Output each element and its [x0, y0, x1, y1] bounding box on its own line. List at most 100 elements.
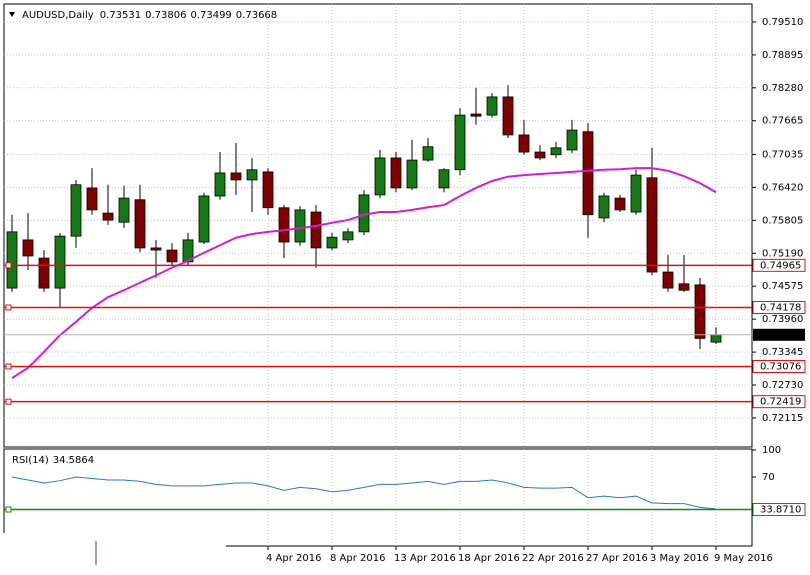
rsi-level-label: 33.8710	[760, 505, 801, 516]
candle-body	[390, 157, 402, 189]
candle-body	[646, 177, 658, 273]
low-value: 0.73499	[190, 10, 231, 21]
candle-body	[566, 129, 578, 151]
candle-body	[102, 212, 114, 221]
candle-body	[614, 197, 626, 211]
y-tick-label: 0.77035	[762, 149, 803, 160]
level-handle	[5, 262, 12, 269]
y-tick-label: 0.75190	[762, 248, 803, 259]
level-handle	[5, 304, 12, 311]
x-tick-label: 4 Apr 2016	[266, 553, 321, 564]
candle-body	[22, 239, 34, 257]
symbol: AUDUSD,Daily	[22, 10, 94, 21]
high-value: 0.73806	[145, 10, 186, 21]
candle-body	[326, 236, 338, 249]
candle-body	[598, 195, 610, 219]
candle-body	[246, 169, 258, 181]
candle-body	[198, 195, 210, 243]
candle-body	[454, 114, 466, 171]
y-tick-label: 0.73345	[762, 347, 803, 358]
main-panel-frame	[3, 3, 753, 448]
moving-average	[11, 167, 717, 379]
level-label-box	[752, 300, 806, 314]
candle-body	[294, 209, 306, 243]
candle-body	[550, 147, 562, 156]
x-tick-label: 8 Apr 2016	[330, 553, 385, 564]
level-label-box	[752, 258, 806, 272]
candle-body	[678, 283, 690, 291]
y-tick-label: 0.76420	[762, 182, 803, 193]
candle-body	[230, 172, 242, 181]
x-tick-label: 27 Apr 2016	[586, 553, 648, 564]
candle-body	[582, 131, 594, 216]
candle-body	[342, 231, 354, 241]
rsi-panel-frame	[3, 448, 753, 547]
candle-body	[662, 271, 674, 289]
level-handle	[5, 363, 12, 370]
candle-body	[118, 197, 130, 223]
candle-body	[406, 159, 418, 189]
rsi-tick-label: 100	[762, 445, 781, 456]
y-tick-label: 0.72730	[762, 380, 803, 391]
candle-body	[374, 157, 386, 196]
rsi-value: 34.5864	[53, 455, 94, 466]
level-label-box	[752, 395, 806, 409]
candle-body	[86, 187, 98, 211]
candle-body	[262, 171, 274, 209]
level-label: 0.72419	[760, 397, 801, 408]
level-label: 0.73076	[760, 361, 801, 372]
y-tick-label: 0.72115	[762, 413, 803, 424]
x-tick-label: 13 Apr 2016	[394, 553, 456, 564]
last-price-box	[753, 328, 805, 341]
x-tick-label: 18 Apr 2016	[458, 553, 520, 564]
candle-body	[214, 172, 226, 197]
candle-body	[438, 169, 450, 189]
x-tick-label: 22 Apr 2016	[522, 553, 584, 564]
candle-body	[70, 184, 82, 237]
candle-body	[310, 211, 322, 249]
candle-body	[422, 146, 434, 161]
y-tick-label: 0.73960	[762, 314, 803, 325]
y-tick-label: 0.75805	[762, 215, 803, 226]
candle-body	[6, 231, 18, 289]
x-tick-label: 3 May 2016	[650, 553, 709, 564]
rsi-level-handle	[5, 506, 12, 513]
level-label-box	[752, 359, 806, 373]
candle-body	[710, 334, 722, 343]
menu-icon	[9, 12, 15, 17]
rsi-title: RSI(14)	[12, 455, 49, 466]
rsi-line	[11, 476, 717, 510]
last-price-label: 0.73668	[760, 330, 801, 341]
y-tick-label: 0.77665	[762, 116, 803, 127]
chart-header: AUDUSD,Daily 0.73531 0.73806 0.73499 0.73668	[22, 10, 277, 21]
y-tick-label: 0.78895	[762, 50, 803, 61]
candle-body	[38, 257, 50, 289]
level-handle	[5, 398, 12, 405]
candle-body	[278, 207, 290, 243]
close-value: 0.73668	[236, 10, 277, 21]
level-label: 0.74965	[760, 260, 801, 271]
rsi-header: RSI(14) 34.5864	[12, 455, 94, 466]
candle-body	[470, 113, 482, 117]
rsi-tick-label: 70	[762, 472, 775, 483]
y-tick-label: 0.74575	[762, 281, 803, 292]
open-value: 0.73531	[100, 10, 141, 21]
candle-body	[694, 284, 706, 339]
candle-body	[486, 96, 498, 116]
candle-body	[502, 96, 514, 136]
candle-body	[518, 134, 530, 153]
candle-body	[630, 174, 642, 213]
y-tick-label: 0.79510	[762, 17, 803, 28]
x-tick-label: 9 May 2016	[714, 553, 773, 564]
y-tick-label: 0.78280	[762, 83, 803, 94]
rsi-level-box	[752, 503, 806, 517]
candle-body	[54, 235, 66, 289]
watermark-bg	[0, 533, 226, 575]
candle-body	[534, 151, 546, 159]
candle-body	[134, 199, 146, 249]
candle-body	[150, 247, 162, 251]
plot-layer: 0.79510 0.78895 0.78280 0.77665 0.77035 0.764…	[0, 4, 806, 575]
candle-body	[166, 249, 178, 263]
